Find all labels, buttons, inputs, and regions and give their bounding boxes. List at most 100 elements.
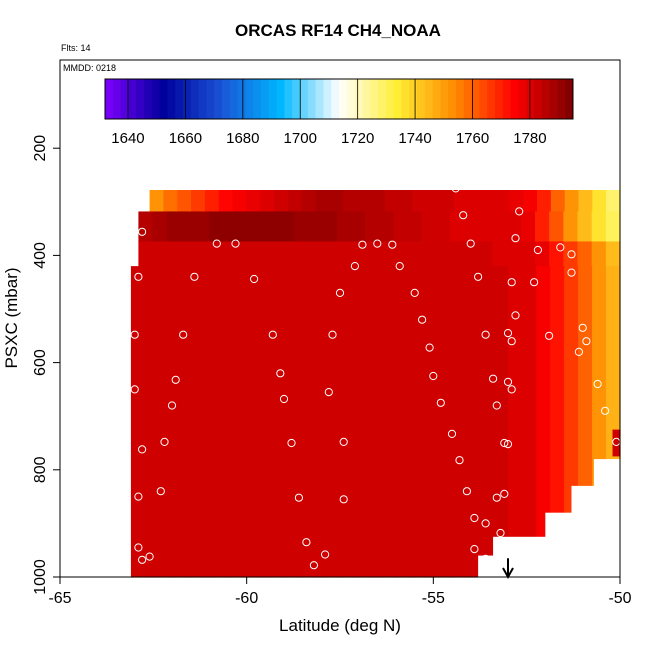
heatmap-cell — [605, 211, 621, 243]
heatmap-cell — [350, 241, 366, 267]
colorbar-swatch — [565, 79, 574, 119]
colorbar-swatch — [237, 79, 246, 119]
colorbar-swatch — [541, 79, 551, 119]
observation-marker — [130, 385, 139, 394]
observation-marker — [567, 250, 576, 259]
heatmap-cell — [308, 211, 324, 243]
colorbar-swatch — [549, 79, 558, 119]
y-tick-label: 600 — [32, 349, 49, 376]
heatmap-cell — [426, 183, 441, 213]
colorbar-swatch — [354, 79, 363, 119]
heatmap-cell — [520, 211, 536, 243]
colorbar-swatch — [190, 79, 200, 119]
heatmap-cell — [421, 211, 437, 243]
colorbar-swatch — [167, 79, 176, 119]
heatmap-cell — [494, 266, 509, 578]
colorbar-swatch — [307, 79, 317, 119]
heatmap-cell — [166, 241, 182, 267]
heatmap-cell — [466, 266, 481, 578]
heatmap-cell — [340, 266, 356, 578]
heatmap-cell — [287, 183, 303, 213]
heatmap-cell — [365, 211, 380, 243]
colorbar-swatch — [268, 79, 278, 119]
observation-marker — [462, 487, 471, 496]
colorbar-frame — [104, 78, 574, 120]
observation-marker — [474, 272, 483, 281]
colorbar-swatch — [323, 79, 332, 119]
heatmap-cell — [246, 183, 261, 213]
heatmap-cell — [506, 241, 522, 267]
heatmap-cell — [294, 241, 309, 267]
heatmap-cell — [284, 266, 300, 578]
heatmap-cell — [158, 266, 174, 578]
x-tick-label: -60 — [235, 590, 258, 607]
observation-marker — [134, 272, 143, 281]
heatmap-cell — [523, 183, 538, 213]
observation-marker — [574, 347, 584, 356]
heatmap-cell — [492, 241, 508, 267]
observation-marker — [492, 493, 501, 502]
colorbar-swatch — [315, 79, 324, 119]
heatmap-cell — [578, 183, 593, 213]
heatmap-cell — [564, 183, 580, 213]
heatmap-cell — [591, 211, 607, 243]
observation-marker — [395, 262, 404, 271]
heatmap-cell — [591, 241, 607, 267]
heatmap-cell — [522, 266, 537, 578]
heatmap-cell — [200, 266, 216, 578]
x-tick-label: -65 — [48, 590, 71, 607]
observation-marker — [156, 487, 165, 496]
x-tick-label: -55 — [422, 590, 445, 607]
observation-marker — [447, 429, 457, 438]
observation-marker — [507, 278, 516, 287]
heatmap-cell — [260, 183, 275, 213]
observation-marker — [503, 546, 513, 555]
heatmap-cell — [535, 211, 550, 243]
heatmap-cell — [577, 211, 593, 243]
heatmap-cell — [536, 183, 552, 213]
observation-marker — [507, 337, 516, 346]
heatmap-cell — [209, 241, 224, 267]
heatmap-cell — [520, 241, 536, 267]
observation-marker — [500, 489, 509, 498]
heatmap-cell — [186, 266, 202, 578]
observation-marker — [582, 337, 591, 346]
observation-marker — [503, 440, 513, 449]
observation-marker — [418, 315, 427, 324]
colorbar-swatch — [463, 79, 473, 119]
x-tick-label: -50 — [608, 590, 631, 607]
heatmap-cell — [180, 241, 196, 267]
heatmap-cell — [480, 266, 495, 578]
observation-marker — [593, 379, 602, 389]
colorbar-swatch — [417, 79, 426, 119]
heatmap-cell — [152, 211, 168, 243]
heatmap-cell — [481, 183, 497, 213]
colorbar-swatch — [370, 79, 379, 119]
colorbar-swatch — [300, 79, 309, 119]
colorbar-swatch — [518, 79, 527, 119]
heatmap-cell — [350, 211, 366, 243]
heatmap-cell — [251, 211, 267, 243]
colorbar-swatch — [198, 79, 207, 119]
observation-marker — [138, 445, 147, 454]
colorbar-swatch — [222, 79, 231, 119]
heatmap-cell — [251, 241, 267, 267]
colorbar-swatch — [339, 79, 348, 119]
observation-marker — [373, 239, 382, 248]
colorbar-tick-label: 1700 — [284, 130, 317, 147]
observation-marker — [496, 528, 505, 538]
observation-marker — [410, 288, 419, 297]
heatmap-cell — [204, 183, 220, 213]
flights-label: Flts: 14 — [61, 43, 91, 53]
heatmap-cell — [450, 211, 465, 243]
observation-marker — [328, 330, 337, 339]
colorbar-swatch — [510, 79, 519, 119]
colorbar-swatch — [502, 79, 512, 119]
heatmap-cell — [172, 266, 188, 578]
heatmap-cell — [407, 211, 423, 243]
heatmap-cell — [550, 183, 566, 213]
heatmap-cell — [606, 183, 621, 213]
heatmap-cell — [438, 266, 453, 578]
heatmap-cell — [605, 241, 621, 267]
colorbar-swatch — [378, 79, 387, 119]
